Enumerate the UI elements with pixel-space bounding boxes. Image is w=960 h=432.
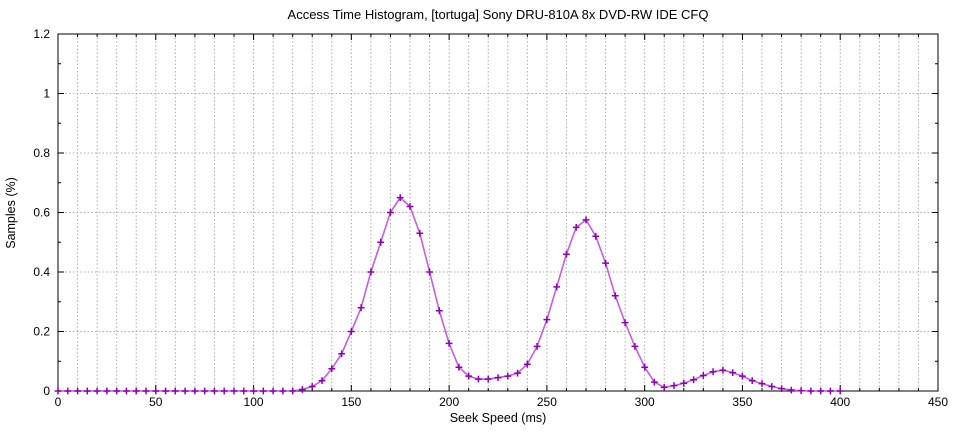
x-tick-label: 100 — [244, 395, 264, 409]
chart-title: Access Time Histogram, [tortuga] Sony DR… — [287, 7, 709, 22]
x-tick-labels: 0 50 100 150 200 250 300 350 400 450 — [55, 395, 949, 409]
series-markers — [54, 194, 844, 395]
y-tick-label: 0.2 — [33, 325, 50, 339]
x-tick-label: 450 — [928, 395, 948, 409]
x-tick-label: 50 — [149, 395, 163, 409]
x-tick-label: 350 — [732, 395, 752, 409]
y-tick-label: 0 — [43, 384, 50, 398]
y-tick-labels: 0 0.2 0.4 0.6 0.8 1 1.2 — [33, 27, 50, 398]
y-tick-label: 0.8 — [33, 146, 50, 160]
x-tick-label: 400 — [830, 395, 850, 409]
x-tick-label: 0 — [55, 395, 62, 409]
y-tick-label: 1.2 — [33, 27, 50, 41]
y-tick-label: 0.4 — [33, 265, 50, 279]
x-tick-label: 200 — [439, 395, 459, 409]
x-axis-title: Seek Speed (ms) — [449, 411, 547, 425]
y-tick-label: 1 — [43, 87, 50, 101]
x-tick-label: 300 — [635, 395, 655, 409]
x-tick-label: 250 — [537, 395, 557, 409]
grid-lines — [58, 34, 938, 391]
y-tick-label: 0.6 — [33, 206, 50, 220]
x-tick-label: 150 — [341, 395, 361, 409]
